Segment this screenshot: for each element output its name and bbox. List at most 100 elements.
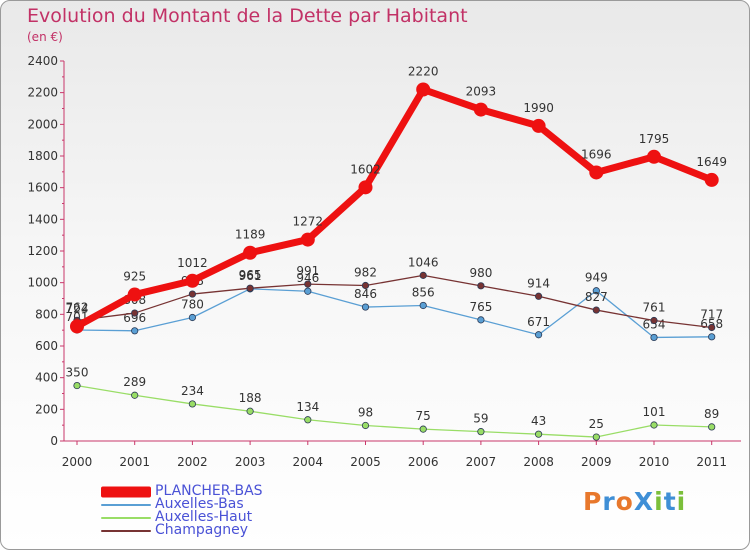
data-point bbox=[477, 316, 485, 324]
logo-letter: i bbox=[676, 487, 687, 516]
legend-swatch bbox=[101, 516, 151, 519]
data-label: 671 bbox=[527, 315, 550, 329]
series-line bbox=[73, 86, 716, 330]
series-champagney: 7628089289659919821046980914827761717 bbox=[66, 255, 723, 332]
y-tick-label: 200 bbox=[35, 402, 58, 416]
data-point bbox=[188, 313, 196, 322]
data-point bbox=[534, 292, 543, 300]
data-label: 846 bbox=[354, 287, 377, 301]
data-point bbox=[131, 391, 139, 399]
data-label: 59 bbox=[473, 412, 488, 426]
x-tick-label: 2009 bbox=[581, 455, 612, 469]
y-tick-label: 600 bbox=[35, 339, 58, 353]
data-point bbox=[650, 316, 658, 325]
x-tick-label: 2004 bbox=[293, 455, 324, 469]
data-point bbox=[592, 433, 600, 441]
y-tick-label: 1800 bbox=[27, 149, 58, 163]
y-tick-label: 1400 bbox=[27, 212, 58, 226]
data-label: 761 bbox=[643, 301, 666, 315]
data-point bbox=[300, 232, 315, 247]
data-label: 1272 bbox=[293, 215, 324, 229]
data-point bbox=[304, 416, 312, 424]
y-tick-label: 2200 bbox=[27, 86, 58, 100]
x-tick-label: 2011 bbox=[696, 455, 727, 469]
data-point bbox=[419, 425, 427, 433]
data-point bbox=[361, 421, 370, 430]
data-point bbox=[477, 282, 485, 290]
x-tick-label: 2008 bbox=[523, 455, 554, 469]
data-label: 98 bbox=[358, 405, 373, 419]
chart-title: Evolution du Montant de la Dette par Hab… bbox=[27, 5, 468, 27]
data-label: 1696 bbox=[581, 147, 612, 161]
data-point bbox=[647, 149, 661, 164]
data-point bbox=[358, 180, 373, 195]
data-label: 965 bbox=[239, 268, 262, 282]
legend-swatch bbox=[101, 503, 151, 506]
data-point bbox=[361, 281, 370, 290]
x-tick-label: 2007 bbox=[466, 455, 497, 469]
data-label: 289 bbox=[123, 375, 146, 389]
data-label: 2220 bbox=[408, 65, 439, 79]
data-label: 1795 bbox=[639, 132, 670, 146]
data-label: 25 bbox=[589, 417, 604, 431]
data-point bbox=[589, 165, 604, 180]
chart-subtitle: (en €) bbox=[27, 30, 63, 44]
legend-swatch bbox=[101, 529, 151, 532]
data-label: 856 bbox=[412, 285, 435, 299]
y-tick-label: 1000 bbox=[27, 276, 58, 290]
data-point bbox=[127, 287, 142, 302]
series-line bbox=[76, 288, 713, 339]
data-point bbox=[361, 303, 370, 311]
data-point bbox=[185, 273, 200, 288]
data-point bbox=[243, 245, 258, 260]
data-label: 717 bbox=[700, 307, 723, 321]
data-point bbox=[708, 423, 716, 431]
data-label: 234 bbox=[181, 384, 204, 398]
data-point bbox=[246, 284, 254, 292]
data-label: 724 bbox=[66, 301, 89, 315]
y-tick-label: 1200 bbox=[27, 244, 58, 258]
data-label: 1602 bbox=[350, 162, 381, 176]
y-tick-label: 1600 bbox=[27, 181, 58, 195]
data-label: 914 bbox=[527, 276, 550, 290]
logo-letter: t bbox=[663, 487, 677, 516]
data-label: 101 bbox=[643, 405, 666, 419]
data-point bbox=[534, 331, 543, 339]
data-label: 75 bbox=[416, 409, 431, 423]
data-point bbox=[304, 280, 312, 288]
data-point bbox=[246, 407, 254, 415]
data-label: 949 bbox=[585, 271, 608, 285]
series-auxelles-haut: 350 289 234 188 134 98 75 59 43 25 101 89 bbox=[66, 366, 719, 441]
data-label: 961 bbox=[239, 269, 262, 283]
data-point bbox=[477, 428, 485, 436]
data-label: 350 bbox=[66, 366, 89, 380]
data-point bbox=[73, 381, 81, 390]
x-tick-label: 2003 bbox=[235, 455, 266, 469]
data-point bbox=[304, 287, 312, 295]
x-tick-label: 2005 bbox=[350, 455, 381, 469]
y-tick-label: 2400 bbox=[27, 54, 58, 68]
data-point bbox=[534, 430, 543, 438]
legend-label: Auxelles-Bas bbox=[155, 496, 244, 512]
legend-label: Champagney bbox=[155, 522, 248, 538]
data-point bbox=[131, 327, 139, 335]
data-label: 827 bbox=[585, 290, 608, 304]
data-point bbox=[650, 421, 658, 429]
data-point bbox=[188, 400, 196, 408]
data-point bbox=[650, 333, 658, 342]
data-label: 946 bbox=[296, 271, 319, 285]
y-tick-label: 400 bbox=[35, 371, 58, 385]
legend-swatch bbox=[101, 486, 151, 497]
x-tick-label: 2006 bbox=[408, 455, 439, 469]
logo-letter: P bbox=[583, 487, 603, 516]
data-point bbox=[70, 319, 84, 334]
data-point bbox=[419, 301, 427, 310]
series-plancher-bas: 724 925 1012 1189 1272 1602 2220 2093 1990 1696 17… bbox=[66, 65, 727, 334]
data-label: 762 bbox=[66, 300, 89, 314]
data-label: 2093 bbox=[466, 85, 497, 99]
data-point bbox=[708, 333, 716, 341]
data-point bbox=[419, 271, 427, 279]
x-tick-label: 2000 bbox=[62, 455, 93, 469]
data-label: 43 bbox=[531, 414, 546, 428]
